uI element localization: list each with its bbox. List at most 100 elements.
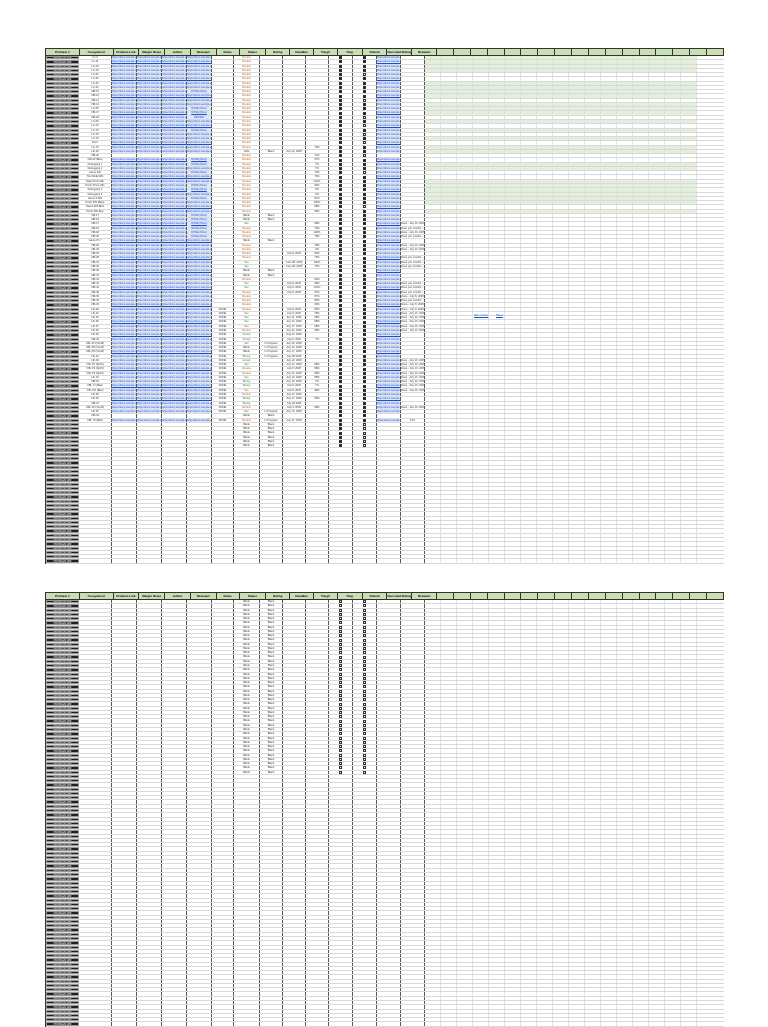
margin-notes-link[interactable]: https://docs.sample.com/d/... — [137, 371, 162, 375]
tough-cell[interactable] — [306, 401, 329, 405]
submit-checkbox[interactable] — [363, 188, 366, 192]
empty-cell[interactable] — [260, 546, 283, 550]
empty-cell[interactable] — [585, 90, 601, 94]
problem-link[interactable]: https://docs.sample.com/d/... — [112, 98, 137, 102]
empty-cell[interactable] — [457, 119, 473, 124]
empty-cell[interactable] — [569, 154, 585, 158]
empty-cell[interactable] — [665, 634, 681, 638]
empty-cell[interactable] — [681, 367, 697, 371]
empty-cell[interactable] — [329, 520, 353, 525]
author-link[interactable] — [162, 414, 187, 418]
empty-cell[interactable] — [665, 672, 681, 676]
flag-checkbox[interactable] — [339, 303, 342, 307]
empty-cell[interactable] — [425, 380, 441, 384]
empty-cell[interactable] — [79, 469, 112, 474]
status-cell[interactable]: Review — [234, 56, 260, 60]
remarks-cell[interactable] — [401, 137, 425, 141]
problem-id[interactable]: PROBLEM ### — [46, 316, 79, 320]
empty-cell[interactable] — [649, 555, 665, 559]
flag-checkbox[interactable] — [339, 376, 342, 380]
problem-link[interactable]: https://docs.sample.com/d/... — [112, 299, 137, 303]
submit-checkbox[interactable] — [363, 642, 366, 646]
status-cell[interactable]: Review — [234, 128, 260, 132]
empty-cell[interactable] — [489, 141, 505, 145]
empty-cell[interactable] — [665, 196, 681, 201]
recorded-rating-link[interactable]: https://docs.sample.com/d/... — [377, 107, 401, 111]
column-header[interactable]: Problem Link — [114, 49, 140, 55]
submit-checkbox[interactable] — [363, 668, 366, 672]
status-cell[interactable]: Accept — [234, 337, 260, 341]
empty-cell[interactable] — [441, 533, 457, 538]
empty-cell[interactable] — [441, 525, 457, 529]
reviewer-cell[interactable]: https://docs.sample.com/d/... — [187, 277, 212, 282]
tough-cell[interactable] — [306, 124, 329, 128]
empty-cell[interactable] — [377, 469, 401, 474]
empty-cell[interactable] — [601, 503, 617, 508]
problem-link[interactable]: https://docs.sample.com/d/... — [112, 410, 137, 414]
empty-cell[interactable] — [601, 81, 617, 85]
flag-cell[interactable] — [329, 260, 353, 265]
problem-id[interactable]: PROBLEM ### — [46, 371, 79, 375]
empty-cell[interactable] — [505, 107, 521, 111]
problem-id[interactable]: PROBLEM ### — [46, 145, 79, 149]
empty-cell[interactable] — [283, 659, 306, 663]
empty-cell[interactable] — [665, 68, 681, 73]
empty-cell[interactable] — [553, 659, 569, 663]
empty-cell[interactable] — [112, 550, 137, 555]
empty-cell[interactable] — [585, 243, 601, 247]
empty-cell[interactable] — [617, 655, 633, 659]
empty-cell[interactable] — [212, 663, 234, 668]
empty-cell[interactable] — [473, 260, 489, 265]
empty-cell[interactable] — [633, 141, 649, 145]
deadline-cell[interactable]: July 18 2025 — [283, 354, 306, 358]
empty-cell[interactable] — [79, 550, 112, 555]
empty-cell[interactable] — [553, 73, 569, 77]
empty-cell[interactable] — [601, 392, 617, 397]
flag-cell[interactable] — [329, 689, 353, 693]
empty-cell[interactable] — [553, 638, 569, 642]
empty-cell[interactable] — [441, 642, 457, 646]
submit-cell[interactable] — [353, 56, 377, 60]
empty-cell[interactable] — [489, 265, 505, 269]
empty-cell[interactable] — [505, 145, 521, 149]
empty-cell[interactable] — [489, 81, 505, 85]
empty-cell[interactable] — [353, 512, 377, 516]
empty-cell[interactable] — [137, 538, 162, 542]
empty-cell[interactable] — [162, 461, 187, 465]
flag-cell[interactable] — [329, 617, 353, 621]
column-header-empty[interactable] — [589, 593, 606, 599]
empty-cell[interactable] — [137, 533, 162, 538]
empty-cell[interactable] — [489, 333, 505, 337]
empty-cell[interactable] — [633, 503, 649, 508]
problem-id[interactable]: PROBLEM ### — [46, 659, 79, 663]
flag-checkbox[interactable] — [339, 98, 342, 102]
empty-cell[interactable] — [212, 634, 234, 638]
problem-id[interactable]: PROBLEM ### — [46, 456, 79, 461]
problem-link[interactable]: https://docs.sample.com/d/... — [112, 375, 137, 380]
empty-cell[interactable] — [137, 689, 162, 693]
margin-notes-link[interactable]: https://docs.sample.com/d/... — [137, 209, 162, 213]
empty-cell[interactable] — [473, 646, 489, 651]
empty-cell[interactable] — [137, 474, 162, 478]
column-header[interactable]: Status — [240, 593, 267, 599]
submit-cell[interactable] — [353, 655, 377, 659]
status-cell[interactable]: Review — [234, 192, 260, 196]
empty-cell[interactable] — [377, 651, 401, 655]
empty-cell[interactable] — [601, 668, 617, 672]
empty-cell[interactable] — [329, 474, 353, 478]
empty-cell[interactable] — [617, 456, 633, 461]
empty-cell[interactable] — [649, 672, 665, 676]
author-link[interactable]: https://docs.sample.com/d/... — [162, 166, 187, 171]
problem-link[interactable]: https://docs.sample.com/d/... — [112, 341, 137, 346]
empty-cell[interactable] — [681, 124, 697, 128]
empty-cell[interactable] — [553, 68, 569, 73]
empty-cell[interactable] — [681, 154, 697, 158]
empty-cell[interactable] — [377, 663, 401, 668]
empty-cell[interactable] — [553, 239, 569, 243]
empty-cell[interactable] — [401, 663, 425, 668]
empty-cell[interactable] — [633, 651, 649, 655]
empty-cell[interactable] — [585, 73, 601, 77]
empty-cell[interactable] — [537, 672, 553, 676]
empty-cell[interactable] — [521, 98, 537, 102]
empty-cell[interactable] — [521, 154, 537, 158]
